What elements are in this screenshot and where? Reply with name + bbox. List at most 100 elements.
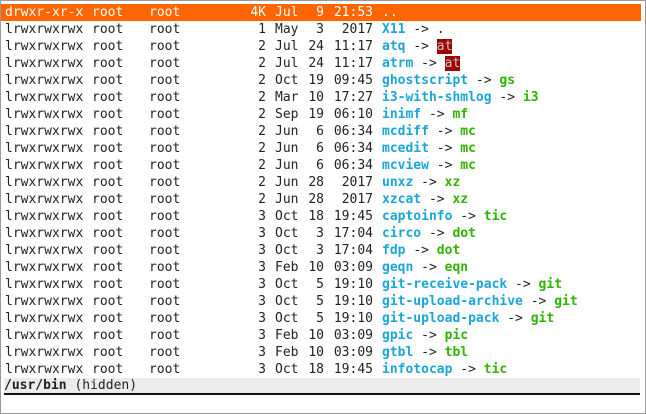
- month: Jul: [275, 39, 299, 54]
- file-row[interactable]: lrwxrwxrwx root root 3 Oct 18 19:45 infotocap -…: [1, 361, 641, 378]
- file-row[interactable]: lrwxrwxrwx root root 2 Oct 19 09:45 ghostscript…: [1, 72, 641, 89]
- size: 3: [258, 243, 266, 258]
- file-name[interactable]: git-upload-pack: [382, 311, 500, 326]
- day: 5: [316, 277, 324, 292]
- file-name[interactable]: infotocap: [382, 362, 453, 377]
- file-name[interactable]: git-upload-archive: [382, 294, 523, 309]
- owner: root: [92, 311, 124, 326]
- day: 3: [316, 243, 324, 258]
- file-row[interactable]: lrwxrwxrwx root root 2 Jul 24 11:17 atq -> at: [1, 38, 641, 55]
- day: 3: [316, 226, 324, 241]
- file-row[interactable]: lrwxrwxrwx root root 3 Oct 3 17:04 circo -> dot: [1, 225, 641, 242]
- day: 24: [308, 56, 324, 71]
- file-row[interactable]: lrwxrwxrwx root root 3 Oct 5 19:10 git-receive-…: [1, 276, 641, 293]
- file-name[interactable]: xzcat: [382, 192, 422, 207]
- link-target: tic: [483, 209, 508, 224]
- file-row[interactable]: lrwxrwxrwx root root 2 Jun 6 06:34 mcview -> mc: [1, 157, 641, 174]
- month: Jun: [275, 124, 299, 139]
- file-name[interactable]: inimf: [382, 107, 422, 122]
- file-name[interactable]: geqn: [382, 260, 414, 275]
- file-row[interactable]: lrwxrwxrwx root root 3 Oct 5 19:10 git-upload-a…: [1, 293, 641, 310]
- permissions: lrwxrwxrwx: [5, 56, 84, 71]
- file-name[interactable]: mcview: [382, 158, 429, 173]
- permissions: lrwxrwxrwx: [5, 209, 84, 224]
- month: Feb: [275, 328, 299, 343]
- link-target: tic: [483, 362, 508, 377]
- link-arrow: ->: [530, 294, 547, 309]
- link-target: mc: [460, 124, 476, 139]
- file-name[interactable]: unxz: [382, 175, 414, 190]
- file-row[interactable]: lrwxrwxrwx root root 2 Jun 28 2017 xzcat -> xz: [1, 191, 641, 208]
- file-name-cell: circo -> dot: [382, 225, 476, 242]
- file-list[interactable]: drwxr-xr-x root root 4K Jul 9 21:53.. lrwxrwxrw…: [1, 4, 641, 378]
- file-row[interactable]: lrwxrwxrwx root root 2 Sep 19 06:10 inimf -> mf: [1, 106, 641, 123]
- link-arrow: ->: [413, 39, 429, 54]
- day: 28: [308, 192, 324, 207]
- permissions: lrwxrwxrwx: [5, 311, 84, 326]
- group: root: [149, 175, 181, 190]
- file-name[interactable]: X11: [382, 22, 406, 37]
- file-name-cell: mcdiff -> mc: [382, 123, 476, 140]
- size: 2: [258, 192, 266, 207]
- file-row[interactable]: drwxr-xr-x root root 4K Jul 9 21:53..: [1, 4, 641, 21]
- file-row[interactable]: lrwxrwxrwx root root 3 Oct 5 19:10 git-upload-p…: [1, 310, 641, 327]
- owner: root: [92, 22, 124, 37]
- file-name[interactable]: circo: [382, 226, 422, 241]
- file-row[interactable]: lrwxrwxrwx root root 2 Jun 28 2017 unxz -> xz: [1, 174, 641, 191]
- month: Feb: [275, 345, 299, 360]
- month: Mar: [275, 90, 299, 105]
- file-row[interactable]: lrwxrwxrwx root root 2 Jul 24 11:17 atrm -> at: [1, 55, 641, 72]
- file-row[interactable]: lrwxrwxrwx root root 3 Oct 18 19:45 captoinfo -…: [1, 208, 641, 225]
- file-row[interactable]: lrwxrwxrwx root root 1 May 3 2017 X11 -> .: [1, 21, 641, 38]
- time: 2017: [341, 175, 373, 190]
- day: 6: [316, 158, 324, 173]
- file-name[interactable]: i3-with-shmlog: [382, 90, 492, 105]
- link-arrow: ->: [413, 243, 429, 258]
- file-row[interactable]: lrwxrwxrwx root root 3 Oct 3 17:04 fdp -> dot: [1, 242, 641, 259]
- file-name[interactable]: gtbl: [382, 345, 414, 360]
- file-name[interactable]: atrm: [382, 56, 414, 71]
- file-name[interactable]: captoinfo: [382, 209, 453, 224]
- file-name-cell: captoinfo -> tic: [382, 208, 507, 225]
- file-name[interactable]: gpic: [382, 328, 414, 343]
- permissions: lrwxrwxrwx: [5, 90, 84, 105]
- link-target: xz: [444, 175, 461, 190]
- file-name[interactable]: ghostscript: [382, 73, 469, 88]
- permissions: lrwxrwxrwx: [5, 192, 84, 207]
- day: 6: [316, 141, 324, 156]
- link-arrow: ->: [515, 277, 531, 292]
- time: 06:34: [333, 124, 373, 139]
- day: 10: [308, 345, 324, 360]
- file-name-cell: ghostscript -> gs: [382, 72, 515, 89]
- file-row[interactable]: lrwxrwxrwx root root 3 Feb 10 03:09 gpic -> pic: [1, 327, 641, 344]
- owner: root: [92, 277, 124, 292]
- file-row[interactable]: lrwxrwxrwx root root 2 Jun 6 06:34 mcedit -> mc: [1, 140, 641, 157]
- permissions: lrwxrwxrwx: [5, 243, 84, 258]
- owner: root: [92, 56, 124, 71]
- file-name-cell: mcview -> mc: [382, 157, 476, 174]
- file-name[interactable]: mcedit: [382, 141, 429, 156]
- file-name[interactable]: git-receive-pack: [382, 277, 508, 292]
- month: May: [275, 22, 299, 37]
- owner: root: [92, 73, 124, 88]
- file-row[interactable]: lrwxrwxrwx root root 2 Mar 10 17:27 i3-with-shm…: [1, 89, 641, 106]
- link-target: .: [436, 22, 445, 37]
- size: 3: [258, 294, 266, 309]
- day: 18: [308, 362, 324, 377]
- owner: root: [92, 328, 124, 343]
- file-row[interactable]: lrwxrwxrwx root root 2 Jun 6 06:34 mcdiff -> mc: [1, 123, 641, 140]
- link-arrow: ->: [421, 175, 437, 190]
- link-target: i3: [522, 90, 539, 105]
- file-name[interactable]: atq: [382, 39, 406, 54]
- file-name-cell: gtbl -> tbl: [382, 344, 468, 361]
- file-name[interactable]: ..: [382, 5, 398, 20]
- file-row[interactable]: lrwxrwxrwx root root 3 Feb 10 03:09 gtbl -> tbl: [1, 344, 641, 361]
- file-row[interactable]: lrwxrwxrwx root root 3 Feb 10 03:09 geqn -> eqn: [1, 259, 641, 276]
- permissions: lrwxrwxrwx: [5, 22, 84, 37]
- file-name-cell: atq -> at: [382, 38, 453, 55]
- time: 17:27: [333, 90, 373, 105]
- file-name[interactable]: mcdiff: [382, 124, 429, 139]
- file-name[interactable]: fdp: [382, 243, 406, 258]
- day: 24: [308, 39, 324, 54]
